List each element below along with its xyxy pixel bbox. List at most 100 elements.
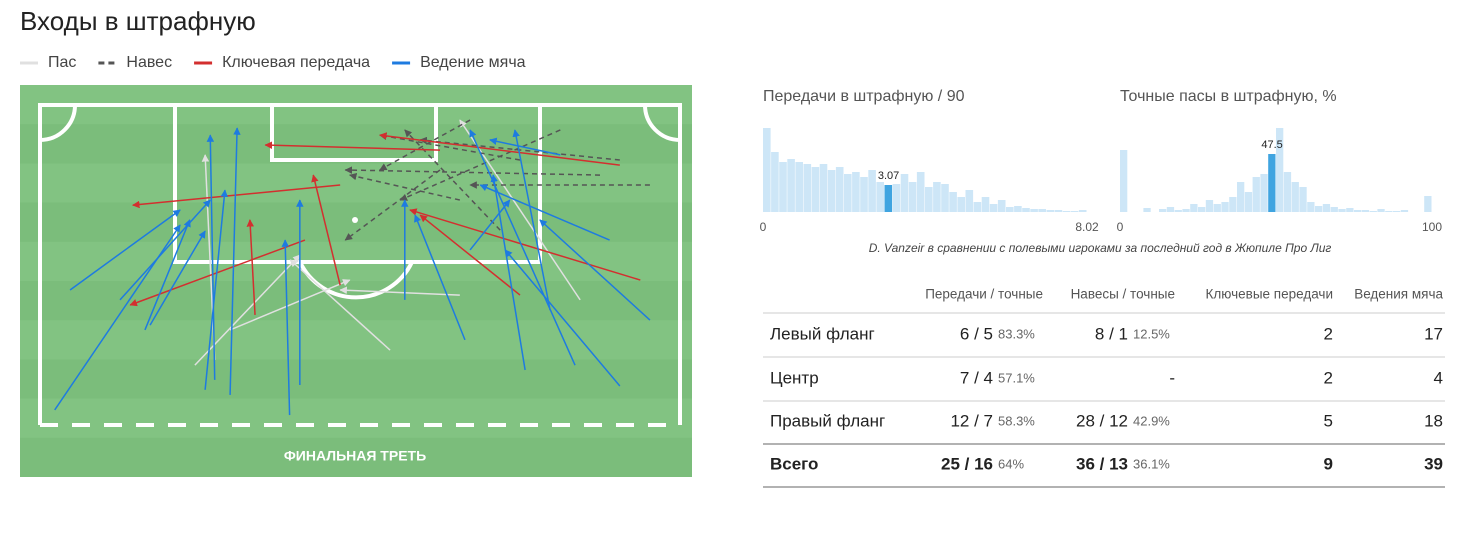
histogram-bar — [989, 204, 998, 212]
histogram-bar — [1054, 210, 1063, 212]
histogram-bar — [1361, 210, 1370, 212]
arrow — [311, 174, 341, 286]
histogram-title: Передачи в штрафную / 90 — [763, 88, 965, 105]
table-cell-label: Всего — [770, 454, 818, 473]
histogram-bar — [1078, 210, 1087, 212]
legend-label: Ключевая передача — [222, 54, 370, 71]
histogram-bar — [852, 172, 860, 212]
table-header: Навесы / точные — [1071, 287, 1175, 302]
arrow — [379, 132, 620, 166]
histogram-bar — [1006, 207, 1014, 212]
arrow — [204, 189, 229, 390]
arrow — [479, 184, 610, 241]
histogram-bar — [819, 164, 828, 212]
arrow — [229, 279, 351, 331]
histogram-bar — [1283, 172, 1292, 212]
arrow — [264, 141, 441, 151]
histogram-bar — [1346, 208, 1354, 212]
arrow — [539, 219, 651, 321]
histogram-bar — [1166, 207, 1175, 212]
histogram-bar — [1276, 128, 1284, 212]
table-cell-label: Центр — [770, 368, 819, 387]
legend-label: Пас — [48, 54, 76, 71]
arrow — [469, 199, 511, 251]
corner-arc — [643, 104, 681, 142]
pitch-stripe — [20, 281, 692, 321]
pitch-stripe — [20, 124, 692, 164]
corner-arc — [39, 104, 77, 142]
pitch: ФИНАЛЬНАЯ ТРЕТЬ — [20, 85, 692, 477]
arrow — [149, 230, 206, 326]
arrow — [512, 129, 551, 311]
histogram-bar — [900, 174, 909, 212]
caption: D. Vanzeir в сравнении с полевыми игрока… — [869, 241, 1332, 255]
histogram-bar — [884, 185, 893, 212]
arrow — [379, 119, 471, 171]
table-cell-crosses-pct: 12.5% — [1133, 326, 1170, 341]
table-header: Передачи / точные — [925, 287, 1043, 302]
histogram-bar — [811, 167, 820, 212]
histogram-bar — [933, 182, 941, 212]
table-cell-crosses: - — [1169, 368, 1175, 387]
histogram-bar — [973, 202, 982, 212]
table-header: Ведения мяча — [1354, 287, 1443, 302]
histogram-bar — [1338, 209, 1346, 212]
histogram-bar — [860, 177, 868, 212]
histogram-bar — [1070, 211, 1079, 212]
histogram-bar — [1143, 208, 1151, 212]
histogram-bar — [1307, 202, 1315, 212]
histogram-bar — [1174, 210, 1182, 212]
arrow — [246, 219, 256, 315]
table-cell-crosses-pct: 42.9% — [1133, 413, 1170, 428]
histogram-bar — [844, 174, 852, 212]
histogram-bar — [965, 190, 974, 212]
histogram-bar — [1062, 211, 1071, 212]
table-cell-label: Правый фланг — [770, 411, 885, 430]
histogram-bar — [1205, 200, 1214, 212]
legend-label: Навес — [126, 54, 172, 71]
x-tick-label: 0 — [1117, 220, 1124, 234]
arrow — [409, 208, 641, 281]
histogram-bar — [981, 197, 990, 212]
histogram-bar — [916, 172, 925, 212]
arrow — [419, 214, 521, 296]
histogram-bar — [941, 184, 949, 212]
arrow — [144, 219, 191, 331]
histogram-bar — [1252, 177, 1260, 212]
histogram-bar — [1299, 187, 1307, 212]
histogram-bar — [1291, 182, 1299, 212]
table-cell-dribbles: 39 — [1424, 454, 1443, 473]
x-tick-label: 100 — [1422, 220, 1442, 234]
table-cell-crosses-pct: 36.1% — [1133, 456, 1170, 471]
arrow — [489, 137, 561, 156]
histogram-bar — [1424, 196, 1432, 212]
histogram-bar — [1400, 210, 1409, 212]
arrow — [414, 214, 466, 341]
histogram-bar — [1322, 204, 1331, 212]
histogram-bar — [787, 159, 795, 212]
table-cell-dribbles: 17 — [1424, 324, 1443, 343]
legend-label: Ведение мяча — [420, 54, 526, 71]
table-cell-crosses: 28 / 12 — [1076, 411, 1128, 430]
histogram-bar — [763, 128, 771, 212]
table-cell-crosses: 36 / 13 — [1076, 454, 1128, 473]
histogram-bar — [892, 184, 901, 212]
arrow — [379, 132, 521, 161]
histogram-bar — [771, 152, 779, 212]
histogram-bar — [1038, 209, 1046, 212]
table-cell-passes-pct: 83.3% — [998, 326, 1035, 341]
histogram-bar — [1014, 206, 1022, 212]
histogram-bar — [876, 182, 884, 212]
histogram-bar — [1022, 208, 1030, 212]
histogram-bar — [1120, 150, 1128, 212]
marker-label: 3.07 — [878, 170, 899, 182]
table-header: Ключевые передачи — [1206, 287, 1333, 302]
pitch-stripe — [20, 359, 692, 399]
table-cell-passes-pct: 58.3% — [998, 413, 1035, 428]
histogram-bar — [827, 170, 836, 212]
table-cell-passes: 12 / 7 — [950, 411, 993, 430]
histogram-bar — [1182, 209, 1190, 212]
table-cell-key-passes: 2 — [1324, 368, 1333, 387]
histogram-bar — [1369, 211, 1377, 212]
